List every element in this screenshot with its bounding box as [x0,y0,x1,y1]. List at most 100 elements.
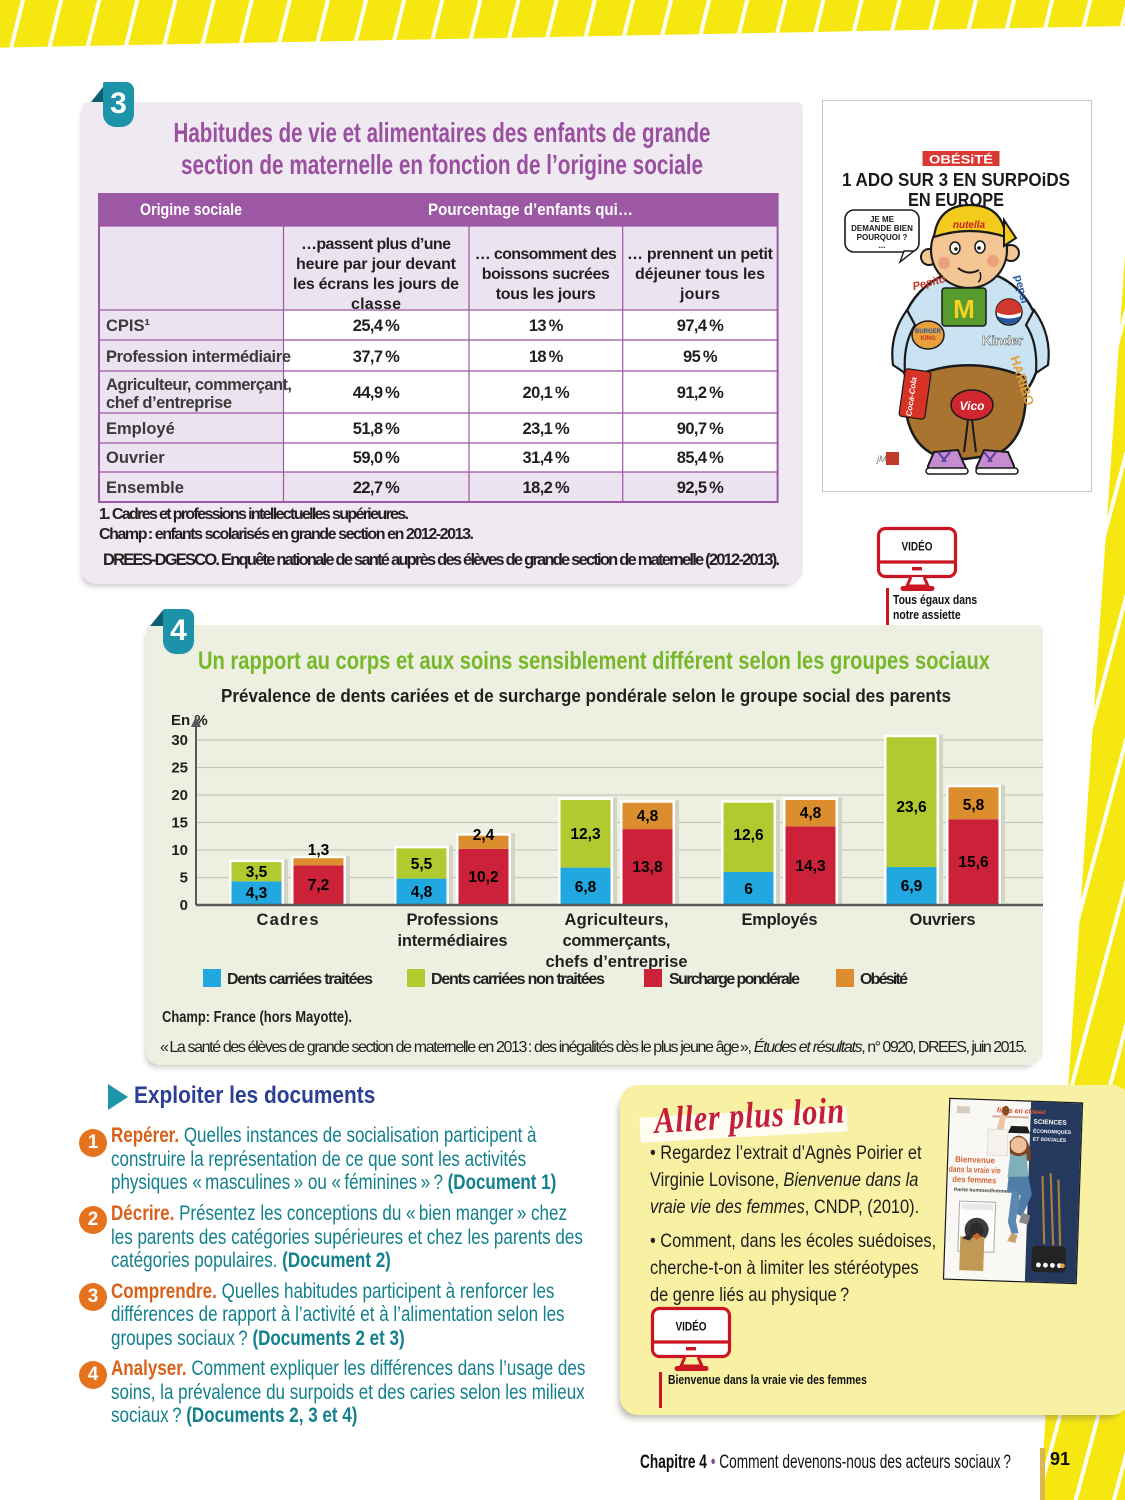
svg-text:20,1 %: 20,1 % [523,384,570,402]
svg-text:ET SOCIALES: ET SOCIALES [1033,1137,1067,1144]
svg-text:En %: En % [171,712,208,729]
svg-text:Kinder: Kinder [982,333,1023,348]
svg-text:25: 25 [171,760,188,777]
svg-text:chef d’entreprise: chef d’entreprise [106,394,232,412]
svg-text:SCIENCES: SCIENCES [1033,1119,1067,1127]
svg-text:12,3: 12,3 [570,826,601,843]
svg-text:1. Cadres et professions intel: 1. Cadres et professions intellectuelles… [99,506,409,523]
svg-text:Prévalence de dents cariées et: Prévalence de dents cariées et de surcha… [221,685,951,706]
svg-text:Agriculteurs,: Agriculteurs, [565,911,669,929]
svg-text:Profession intermédiaire: Profession intermédiaire [106,348,291,366]
svg-text:jM: jM [876,454,887,464]
svg-text:Ouvriers: Ouvriers [910,911,976,929]
svg-text:des femmes: des femmes [952,1174,997,1186]
svg-text:12,6: 12,6 [733,827,764,844]
svg-text:20: 20 [171,787,188,804]
svg-text:tous les jours: tous les jours [496,286,596,303]
svg-text:Employé: Employé [106,420,175,438]
svg-text:Ensemble: Ensemble [106,479,184,497]
svg-text:51,8 %: 51,8 % [353,420,400,438]
svg-text:Dents carriées non traitées: Dents carriées non traitées [431,971,605,988]
svg-text:22,7 %: 22,7 % [353,479,400,497]
svg-text:91,2 %: 91,2 % [677,384,724,402]
svg-text:25,4 %: 25,4 % [353,317,400,335]
svg-text:… consomment des: … consomment des [475,246,617,263]
svg-text:section de maternelle en fonct: section de maternelle en fonction de l’o… [181,149,703,180]
svg-text:15,6: 15,6 [958,854,989,871]
svg-text:5,8: 5,8 [963,797,985,814]
svg-text:...: ... [879,241,886,250]
svg-text:Parité hommes/femmes: Parité hommes/femmes [954,1187,1011,1195]
svg-text:« La santé des élèves de grand: « La santé des élèves de grande section … [160,1037,1027,1056]
svg-text:Professions: Professions [407,911,499,929]
svg-text:23,1 %: 23,1 % [523,420,570,438]
svg-text:Vico: Vico [960,399,985,413]
svg-text:Obésité: Obésité [860,971,908,988]
svg-text:Surcharge pondérale: Surcharge pondérale [669,971,800,988]
svg-text:1,3: 1,3 [308,842,330,859]
svg-text:les écrans les jours de: les écrans les jours de [293,276,459,293]
svg-text:VIDÉO: VIDÉO [902,541,933,554]
svg-text:Origine sociale: Origine sociale [140,201,242,219]
svg-text:59,0 %: 59,0 % [353,449,400,467]
svg-text:13 %: 13 % [529,317,564,335]
svg-text:VIDÉO: VIDÉO [676,1321,707,1334]
svg-text:2,4: 2,4 [473,827,495,844]
svg-text:Employés: Employés [742,911,818,929]
svg-text:95 %: 95 % [683,348,718,366]
svg-text:23,6: 23,6 [896,799,927,816]
svg-text:97,4 %: 97,4 % [677,317,724,335]
svg-text:Dents carriées traitées: Dents carriées traitées [227,971,373,988]
svg-text:filles en classe: filles en classe [997,1107,1047,1116]
svg-text:M: M [953,294,975,324]
svg-text:3,5: 3,5 [246,864,268,881]
svg-text:4,8: 4,8 [411,884,433,901]
svg-text:Agriculteur, commerçant,: Agriculteur, commerçant, [106,376,292,394]
svg-text:18 %: 18 % [529,348,564,366]
svg-text:85,4 %: 85,4 % [677,449,724,467]
svg-text:4,3: 4,3 [246,885,268,902]
svg-text:4,8: 4,8 [637,808,659,825]
svg-text:44,9 %: 44,9 % [353,384,400,402]
svg-text:30: 30 [171,732,188,749]
svg-text:intermédiaires: intermédiaires [398,932,508,950]
svg-text:déjeuner tous les: déjeuner tous les [635,266,765,283]
svg-text:10,2: 10,2 [468,869,498,886]
svg-text:6,9: 6,9 [901,878,923,895]
svg-text:Cadres: Cadres [257,911,319,929]
svg-text:10: 10 [171,842,188,859]
svg-text:JE ME: JE ME [870,215,895,224]
svg-text:chefs d’entreprise: chefs d’entreprise [546,953,688,971]
svg-text:CPIS¹: CPIS¹ [106,317,150,335]
svg-text:0: 0 [180,897,188,914]
svg-text:POURQUOI ?: POURQUOI ? [857,233,908,242]
svg-text:Ouvrier: Ouvrier [106,449,165,467]
svg-text:7,2: 7,2 [308,877,330,894]
svg-text:37,7 %: 37,7 % [353,348,400,366]
svg-text:92,5 %: 92,5 % [677,479,724,497]
svg-text:▪▪▪▪▪▪: ▪▪▪▪▪▪ [1034,1110,1044,1115]
svg-text:commerçants,: commerçants, [563,932,671,950]
svg-text:…passent plus d’une: …passent plus d’une [301,236,451,253]
svg-text:DEMANDE BIEN: DEMANDE BIEN [851,224,913,233]
svg-text:Pourcentage d’enfants qui…: Pourcentage d’enfants qui… [428,201,633,219]
svg-text:OBÉSiTÉ: OBÉSiTÉ [929,152,993,167]
svg-text:4,8: 4,8 [800,805,822,822]
svg-text:boissons sucrées: boissons sucrées [482,266,610,283]
svg-text:Un rapport au corps et aux soi: Un rapport au corps et aux soins sensibl… [198,647,990,675]
svg-text:6: 6 [744,881,753,898]
svg-text:classe: classe [351,296,401,313]
svg-text:5,5: 5,5 [411,856,433,873]
svg-text:14,3: 14,3 [795,858,826,875]
svg-text:dans la vraie vie: dans la vraie vie [949,1164,1002,1176]
svg-text:heure par jour devant: heure par jour devant [296,256,457,273]
svg-text:18,2 %: 18,2 % [523,479,570,497]
svg-text:1 ADO SUR 3 EN SURPOiDS: 1 ADO SUR 3 EN SURPOiDS [842,170,1070,190]
svg-text:31,4 %: 31,4 % [523,449,570,467]
svg-text:Habitudes de vie et alimentair: Habitudes de vie et alimentaires des enf… [174,117,711,148]
svg-text:… prennent un petit: … prennent un petit [627,246,774,263]
svg-text:Champ : enfants scolarisés en: Champ : enfants scolarisés en grande sec… [99,526,474,543]
svg-text:15: 15 [171,815,188,832]
svg-text:KING: KING [921,336,936,342]
svg-text:Bienvenue: Bienvenue [955,1154,996,1165]
